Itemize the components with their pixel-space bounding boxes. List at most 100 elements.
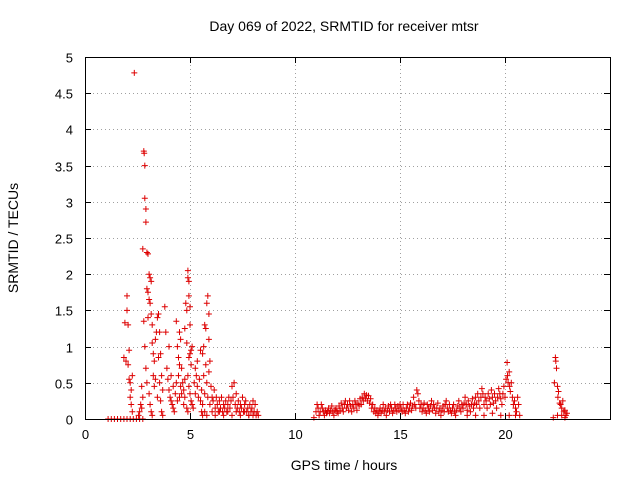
- data-point: [552, 358, 559, 365]
- data-point: [380, 401, 387, 408]
- data-point: [391, 401, 398, 408]
- data-point: [452, 412, 459, 419]
- data-point: [185, 354, 192, 361]
- data-point: [183, 307, 190, 314]
- data-point: [193, 372, 200, 379]
- data-point: [411, 401, 418, 408]
- y-tick-label: 4: [66, 123, 73, 138]
- data-point: [359, 394, 366, 401]
- data-point: [318, 401, 325, 408]
- data-point: [484, 405, 491, 412]
- data-point: [479, 390, 486, 397]
- data-point: [197, 347, 204, 354]
- data-point: [182, 300, 189, 307]
- y-tick-label: 3.5: [55, 160, 73, 175]
- data-point: [175, 372, 182, 379]
- data-point: [161, 303, 168, 310]
- data-point: [157, 350, 164, 357]
- data-point: [184, 267, 191, 274]
- data-point: [386, 408, 393, 415]
- y-tick-labels: 0 0.5 1 1.5 2 2.5 3 3.5 4 4.5 5: [55, 51, 73, 428]
- data-point: [216, 397, 223, 404]
- data-point: [556, 400, 563, 407]
- data-point: [476, 405, 483, 412]
- data-point: [502, 394, 508, 401]
- data-point: [510, 401, 517, 408]
- y-tick-label: 4.5: [55, 87, 73, 102]
- data-point: [491, 390, 498, 397]
- data-point: [220, 412, 227, 419]
- data-point: [172, 390, 179, 397]
- data-point: [238, 405, 245, 412]
- data-point: [228, 397, 234, 404]
- data-point: [159, 387, 166, 393]
- data-point: [221, 405, 228, 412]
- data-point: [443, 397, 450, 404]
- data-point: [209, 408, 216, 415]
- data-point: [138, 405, 145, 412]
- data-point: [558, 412, 565, 419]
- data-point: [554, 383, 561, 390]
- data-point: [564, 410, 570, 417]
- data-point: [181, 376, 188, 383]
- data-point: [158, 372, 165, 379]
- data-point: [199, 401, 206, 408]
- data-point: [509, 394, 516, 401]
- data-point: [192, 390, 199, 397]
- data-point: [348, 408, 355, 415]
- data-point: [224, 408, 231, 415]
- data-point: [413, 387, 420, 393]
- data-point: [203, 412, 210, 419]
- data-point: [470, 405, 477, 412]
- data-point: [230, 394, 236, 401]
- data-point: [493, 405, 500, 412]
- data-point: [127, 379, 134, 386]
- data-point: [430, 401, 437, 408]
- data-point: [143, 379, 150, 386]
- data-point: [316, 412, 323, 419]
- data-point: [205, 311, 212, 317]
- data-point: [142, 206, 149, 212]
- data-point: [426, 408, 433, 415]
- data-point: [181, 325, 188, 332]
- data-point: [408, 407, 415, 414]
- data-point: [497, 412, 504, 419]
- data-point: [150, 372, 157, 379]
- data-point: [423, 410, 430, 417]
- data-point: [226, 405, 233, 412]
- data-point: [175, 354, 182, 361]
- data-point: [218, 394, 225, 401]
- x-tick-label: 15: [393, 427, 407, 442]
- data-point: [437, 412, 444, 419]
- data-point: [557, 401, 564, 408]
- data-point: [405, 408, 412, 415]
- data-point: [201, 390, 208, 397]
- data-point: [176, 361, 183, 368]
- data-point: [148, 408, 155, 415]
- data-point: [358, 401, 365, 408]
- data-point: [422, 407, 429, 414]
- data-point: [192, 365, 199, 372]
- data-point: [149, 340, 156, 346]
- data-point: [183, 405, 190, 412]
- y-axis-label: SRMTID / TECUs: [5, 183, 21, 293]
- data-point: [213, 394, 220, 401]
- data-point: [141, 343, 148, 350]
- y-tick-label: 0.5: [55, 377, 73, 392]
- data-point: [147, 300, 154, 307]
- data-point: [233, 408, 240, 415]
- data-point: [211, 387, 218, 393]
- data-point: [239, 394, 246, 401]
- data-point: [332, 405, 339, 412]
- y-tick-label: 2.5: [55, 232, 73, 247]
- data-point: [184, 408, 191, 415]
- data-point: [185, 383, 192, 390]
- data-point: [174, 343, 181, 350]
- data-point: [515, 401, 522, 408]
- data-point: [330, 412, 337, 419]
- data-point: [146, 296, 153, 303]
- data-point: [485, 390, 492, 397]
- data-point: [255, 412, 262, 419]
- data-point: [187, 303, 193, 310]
- data-point: [483, 397, 490, 404]
